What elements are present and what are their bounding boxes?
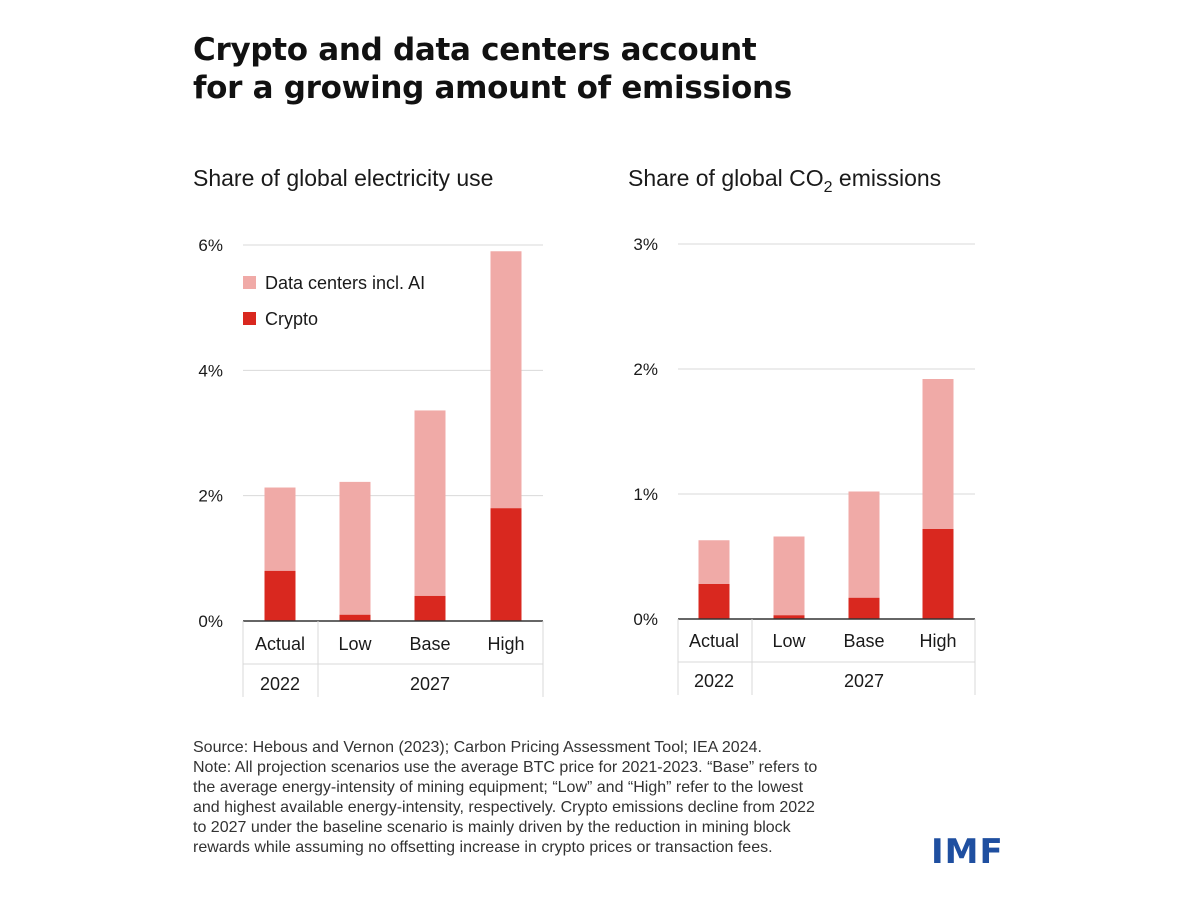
legend-label-crypto: Crypto [265,309,318,329]
year-group-label: 2022 [694,671,734,691]
source-line: Source: Hebous and Vernon (2023); Carbon… [193,739,762,756]
category-label: Low [772,631,806,651]
electricity-panel-title: Share of global electricity use [193,165,493,191]
category-label: Actual [689,631,739,651]
bar-crypto-high [922,529,954,619]
bar-crypto-base [414,595,446,621]
bar-data-centers-actual [698,540,730,584]
note-line-5: rewards while assuming no offsetting inc… [193,839,773,856]
bar-crypto-low [773,615,805,619]
legend-swatch-crypto [243,312,256,325]
source-notes: Source: Hebous and Vernon (2023); Carbon… [193,738,933,858]
title-line-2: for a growing amount of emissions [193,70,792,106]
note-line-2: the average energy-intensity of mining e… [193,779,804,796]
bar-data-centers-base [848,491,880,598]
bar-crypto-base [848,597,880,619]
bar-data-centers-actual [264,487,296,571]
note-line-1: Note: All projection scenarios use the a… [193,759,818,776]
electricity-panel: Share of global electricity use 0% 2% 4% 6%… [193,165,544,697]
bar-data-centers-high [922,379,954,529]
bar-data-centers-base [414,410,446,596]
legend-label-data-centers: Data centers incl. AI [265,273,425,293]
y-tick-label: 4% [198,361,223,380]
chart-title: Crypto and data centers account for a gr… [193,31,792,107]
category-label: High [487,634,524,654]
year-group-label: 2027 [410,674,450,694]
legend-swatch-data-centers [243,276,256,289]
bar-data-centers-high [490,251,522,509]
bar-data-centers-low [339,481,371,615]
bar-crypto-high [490,508,522,621]
category-label: High [919,631,956,651]
category-label: Base [409,634,450,654]
note-line-3: and highest available energy-intensity, … [193,799,815,816]
bar-data-centers-low [773,536,805,616]
note-line-4: to 2027 under the baseline scenario is m… [193,819,791,836]
legend: Data centers incl. AI Crypto [243,273,425,329]
y-tick-label: 3% [633,235,658,254]
y-tick-label: 2% [633,360,658,379]
y-tick-label: 0% [198,612,223,631]
co2-panel: Share of global CO2 emissions 0% 1% 2% 3% Ac… [628,165,976,695]
year-group-label: 2022 [260,674,300,694]
y-tick-label: 0% [633,610,658,629]
category-label: Base [843,631,884,651]
bar-crypto-low [339,614,371,621]
category-label: Actual [255,634,305,654]
imf-logo: IMF [931,832,1004,872]
y-tick-label: 1% [633,485,658,504]
y-tick-label: 2% [198,487,223,506]
bar-crypto-actual [698,584,730,619]
bar-crypto-actual [264,570,296,621]
y-tick-label: 6% [198,236,223,255]
category-label: Low [338,634,372,654]
year-group-label: 2027 [844,671,884,691]
title-line-1: Crypto and data centers account [193,32,757,68]
co2-panel-title: Share of global CO2 emissions [628,165,941,196]
